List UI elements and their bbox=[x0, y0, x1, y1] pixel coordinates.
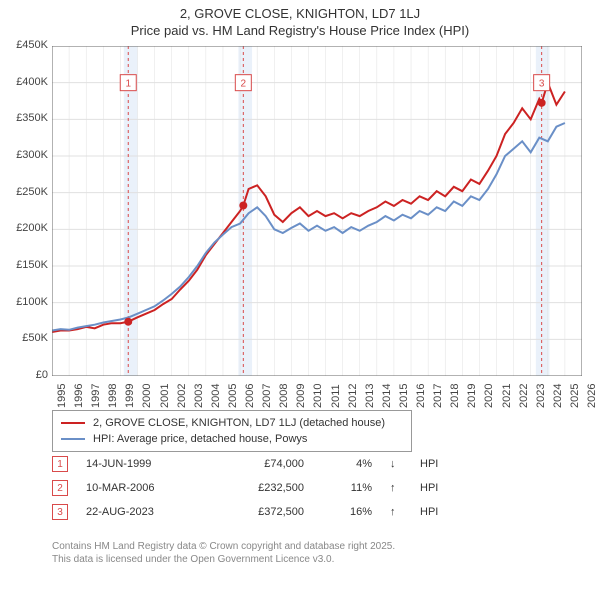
sale-date: 14-JUN-1999 bbox=[86, 458, 196, 470]
x-tick-label: 2015 bbox=[398, 384, 410, 408]
y-tick-label: £50K bbox=[4, 332, 48, 344]
x-tick-label: 2025 bbox=[569, 384, 581, 408]
x-tick-label: 2001 bbox=[159, 384, 171, 408]
footer: Contains HM Land Registry data © Crown c… bbox=[52, 540, 582, 566]
x-tick-label: 2002 bbox=[176, 384, 188, 408]
x-tick-label: 2004 bbox=[210, 384, 222, 408]
title-address: 2, GROVE CLOSE, KNIGHTON, LD7 1LJ bbox=[0, 6, 600, 21]
sale-pct: 11% bbox=[322, 482, 372, 494]
chart-svg: 1 2 3 bbox=[52, 46, 582, 376]
x-tick-label: 2012 bbox=[347, 384, 359, 408]
y-tick-label: £450K bbox=[4, 39, 48, 51]
table-row: 1 14-JUN-1999 £74,000 4% ↓ HPI bbox=[52, 452, 582, 476]
legend-label: 2, GROVE CLOSE, KNIGHTON, LD7 1LJ (detac… bbox=[93, 417, 385, 429]
table-row: 3 22-AUG-2023 £372,500 16% ↑ HPI bbox=[52, 500, 582, 524]
x-tick-label: 2026 bbox=[586, 384, 598, 408]
x-tick-label: 2000 bbox=[141, 384, 153, 408]
x-tick-label: 2020 bbox=[483, 384, 495, 408]
sale-marker: 2 bbox=[52, 480, 68, 496]
x-tick-label: 2022 bbox=[518, 384, 530, 408]
sale-price: £74,000 bbox=[214, 458, 304, 470]
arrow-icon: ↑ bbox=[390, 482, 402, 494]
y-tick-label: £400K bbox=[4, 76, 48, 88]
x-tick-label: 2016 bbox=[415, 384, 427, 408]
title-subtitle: Price paid vs. HM Land Registry's House … bbox=[0, 23, 600, 38]
sale-price: £372,500 bbox=[214, 506, 304, 518]
x-tick-label: 2019 bbox=[466, 384, 478, 408]
footer-copyright: Contains HM Land Registry data © Crown c… bbox=[52, 540, 582, 553]
y-tick-label: £350K bbox=[4, 112, 48, 124]
x-tick-label: 2018 bbox=[449, 384, 461, 408]
x-tick-label: 2014 bbox=[381, 384, 393, 408]
sale-price: £232,500 bbox=[214, 482, 304, 494]
table-row: 2 10-MAR-2006 £232,500 11% ↑ HPI bbox=[52, 476, 582, 500]
x-tick-label: 1995 bbox=[56, 384, 68, 408]
legend-swatch bbox=[61, 422, 85, 424]
x-tick-label: 2003 bbox=[193, 384, 205, 408]
x-tick-label: 2010 bbox=[312, 384, 324, 408]
sale-marker: 3 bbox=[52, 504, 68, 520]
svg-text:3: 3 bbox=[539, 79, 545, 90]
x-tick-label: 1996 bbox=[73, 384, 85, 408]
sale-marker: 1 bbox=[52, 456, 68, 472]
x-tick-label: 2007 bbox=[261, 384, 273, 408]
x-tick-label: 2006 bbox=[244, 384, 256, 408]
sales-table: 1 14-JUN-1999 £74,000 4% ↓ HPI 2 10-MAR-… bbox=[52, 452, 582, 524]
x-tick-label: 2008 bbox=[278, 384, 290, 408]
x-tick-label: 2011 bbox=[330, 384, 342, 408]
x-tick-label: 1999 bbox=[124, 384, 136, 408]
sale-vs: HPI bbox=[420, 458, 450, 470]
y-tick-label: £200K bbox=[4, 222, 48, 234]
footer-license: This data is licensed under the Open Gov… bbox=[52, 553, 582, 566]
legend-swatch bbox=[61, 438, 85, 440]
sale-pct: 16% bbox=[322, 506, 372, 518]
sale-vs: HPI bbox=[420, 506, 450, 518]
x-tick-label: 2013 bbox=[364, 384, 376, 408]
arrow-icon: ↓ bbox=[390, 458, 402, 470]
y-tick-label: £0 bbox=[4, 369, 48, 381]
titles: 2, GROVE CLOSE, KNIGHTON, LD7 1LJ Price … bbox=[0, 0, 600, 38]
x-tick-label: 1998 bbox=[107, 384, 119, 408]
legend: 2, GROVE CLOSE, KNIGHTON, LD7 1LJ (detac… bbox=[52, 410, 412, 452]
container: 2, GROVE CLOSE, KNIGHTON, LD7 1LJ Price … bbox=[0, 0, 600, 590]
sale-vs: HPI bbox=[420, 482, 450, 494]
legend-item: 2, GROVE CLOSE, KNIGHTON, LD7 1LJ (detac… bbox=[61, 415, 403, 431]
legend-label: HPI: Average price, detached house, Powy… bbox=[93, 433, 307, 445]
x-tick-label: 2009 bbox=[295, 384, 307, 408]
x-tick-label: 2024 bbox=[552, 384, 564, 408]
arrow-icon: ↑ bbox=[390, 506, 402, 518]
x-tick-label: 1997 bbox=[90, 384, 102, 408]
y-tick-label: £300K bbox=[4, 149, 48, 161]
x-tick-label: 2023 bbox=[535, 384, 547, 408]
x-tick-label: 2017 bbox=[432, 384, 444, 408]
x-tick-label: 2005 bbox=[227, 384, 239, 408]
sale-pct: 4% bbox=[322, 458, 372, 470]
y-tick-label: £250K bbox=[4, 186, 48, 198]
y-tick-label: £150K bbox=[4, 259, 48, 271]
svg-text:1: 1 bbox=[125, 79, 131, 90]
x-tick-label: 2021 bbox=[501, 384, 513, 408]
y-tick-label: £100K bbox=[4, 296, 48, 308]
svg-text:2: 2 bbox=[241, 79, 247, 90]
legend-item: HPI: Average price, detached house, Powy… bbox=[61, 431, 403, 447]
chart: 1 2 3 bbox=[52, 46, 582, 376]
sale-date: 10-MAR-2006 bbox=[86, 482, 196, 494]
sale-date: 22-AUG-2023 bbox=[86, 506, 196, 518]
